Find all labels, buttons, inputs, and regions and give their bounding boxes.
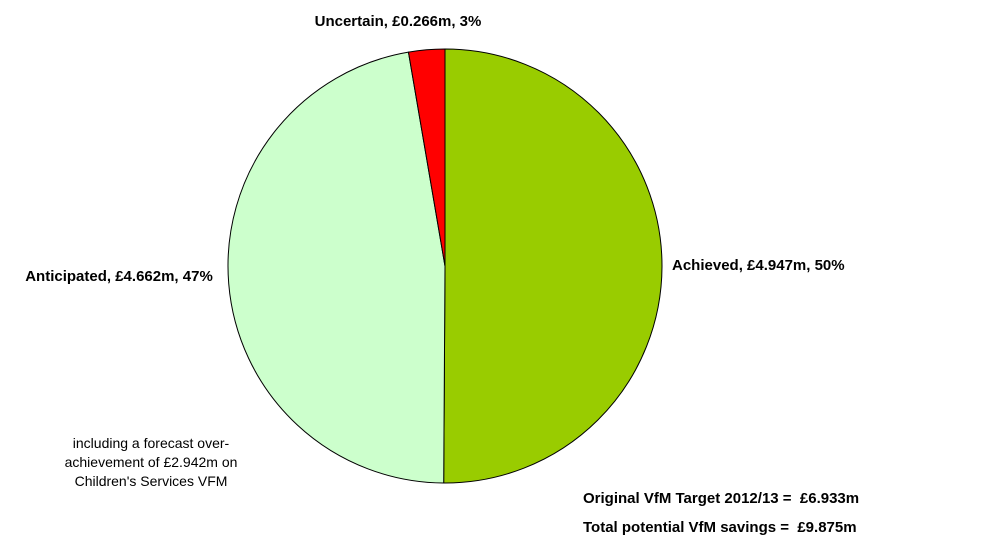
slice-label: Uncertain, £0.266m, 3%: [314, 13, 482, 30]
pie-slice: [443, 48, 663, 484]
pie-slice: [407, 48, 446, 267]
annotation-line: including a forecast over-: [72, 435, 230, 451]
footer-line: Total potential VfM savings = £9.875m: [583, 519, 857, 536]
footer-line: Original VfM Target 2012/13 = £6.933m: [583, 490, 860, 507]
pie-slice: [227, 51, 446, 484]
annotation: including a forecast over- achievement o…: [20, 434, 282, 491]
annotation-line: achievement of £2.942m on: [64, 454, 238, 470]
slice-label: Anticipated, £4.662m, 47%: [25, 268, 213, 285]
annotation-line: Children's Services VFM: [74, 473, 228, 489]
slice-label: Achieved, £4.947m, 50%: [672, 257, 845, 274]
